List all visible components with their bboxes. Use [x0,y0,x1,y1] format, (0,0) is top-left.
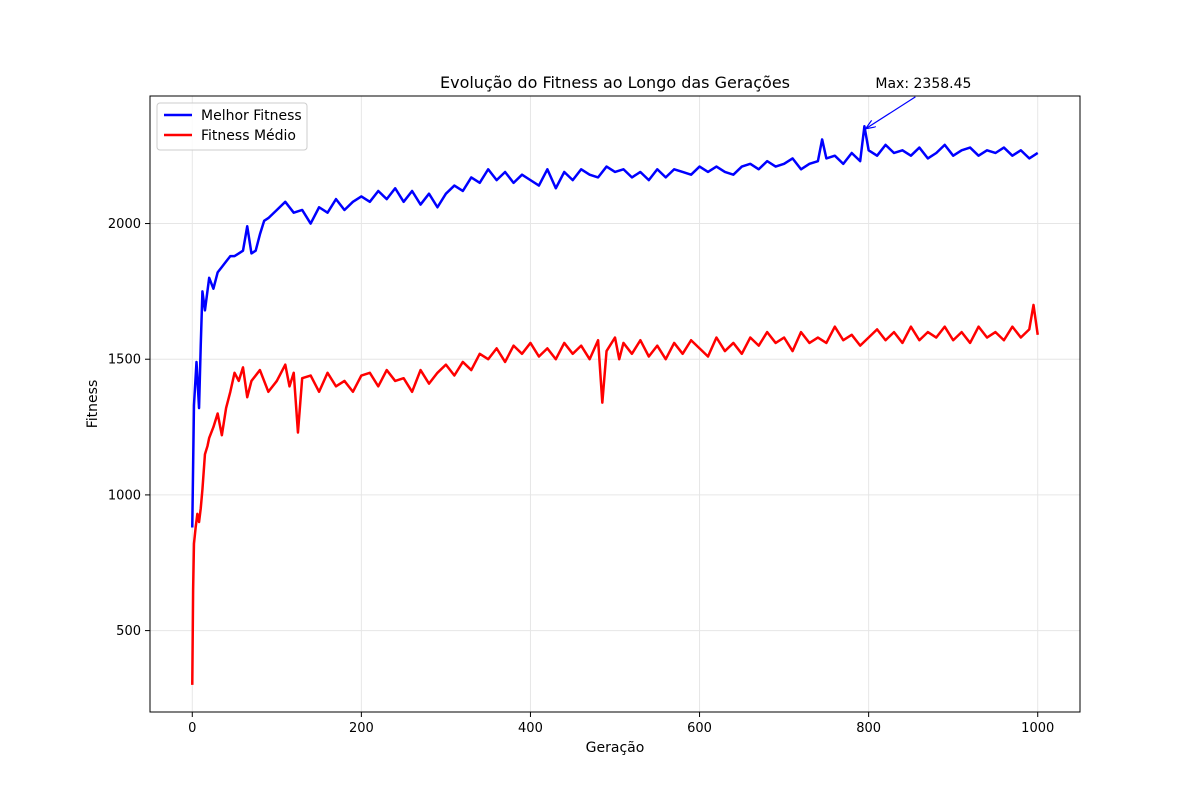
x-axis-label: Geração [586,740,645,756]
y-tick-label: 1000 [108,488,141,503]
series-line-melhor-fitness [191,125,1039,528]
x-tick-label: 600 [687,721,712,736]
grid [150,96,1080,712]
x-tick-label: 200 [349,721,374,736]
legend: Melhor Fitness Fitness Médio [156,102,308,151]
annotation-arrow [866,96,916,128]
chart-title: Evolução do Fitness ao Longo das Geraçõe… [440,73,790,92]
y-tick-label: 2000 [108,217,141,232]
annotations: Max: 2358.45 [866,76,971,128]
x-tick-label: 800 [856,721,881,736]
axis-ticks: 0 200 400 600 800 1000 500 1000 1500 2000 [108,217,1054,736]
series-lines [191,125,1039,685]
x-tick-label: 400 [518,721,543,736]
x-tick-label: 0 [188,721,196,736]
plot-frame [149,95,1081,713]
y-axis-label: Fitness [85,380,101,429]
legend-box [156,102,308,151]
series-line-fitness-medio [191,303,1039,685]
annotation-max-label: Max: 2358.45 [875,76,971,92]
y-tick-label: 1500 [108,353,141,368]
y-tick-label: 500 [116,624,141,639]
legend-label-fitness-medio: Fitness Médio [201,128,296,144]
legend-label-melhor-fitness: Melhor Fitness [201,108,302,124]
x-tick-label: 1000 [1021,721,1054,736]
